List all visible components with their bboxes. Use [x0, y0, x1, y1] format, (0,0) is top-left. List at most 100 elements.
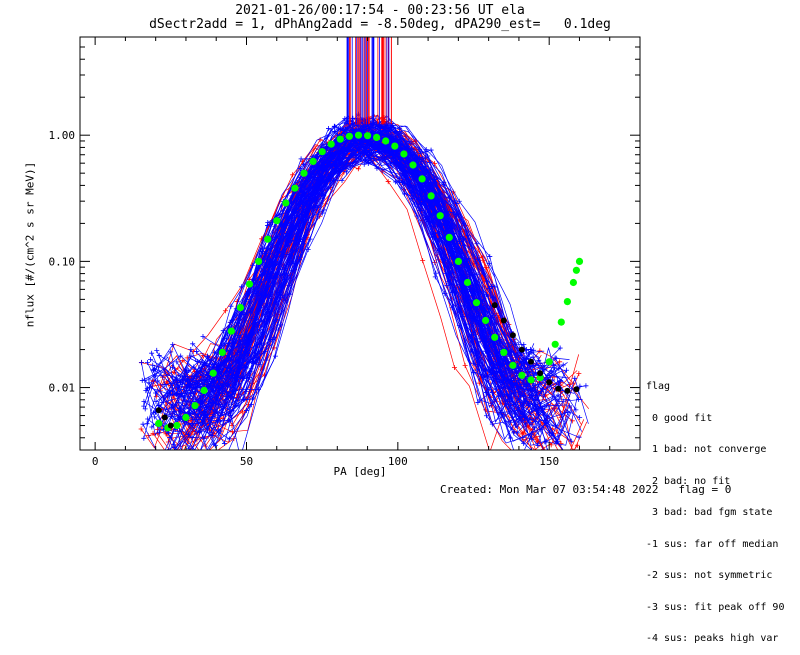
black-point — [555, 385, 562, 392]
black-point — [155, 407, 162, 414]
pa-trace-marker — [184, 369, 190, 375]
pa-trace-marker — [338, 126, 344, 132]
pa-trace-marker — [557, 394, 563, 400]
pa-trace-marker — [506, 398, 512, 404]
pa-trace — [168, 134, 536, 433]
green-point — [545, 358, 553, 366]
pa-trace-marker — [249, 306, 255, 312]
pa-trace-marker — [566, 403, 572, 409]
legend-item: -3 sus: fit peak off 90 — [646, 601, 785, 613]
pa-distribution-traces — [138, 111, 590, 461]
pa-trace-marker — [409, 196, 415, 202]
pa-trace-marker — [197, 450, 202, 455]
y-axis-label: nflux [#/(cm^2 s sr MeV)] — [23, 161, 37, 328]
pa-trace-marker — [178, 353, 184, 359]
green-point — [318, 148, 326, 156]
pa-trace-marker — [458, 225, 464, 231]
legend-item: -1 sus: far off median — [646, 538, 779, 550]
pa-trace — [189, 144, 571, 411]
pa-trace-marker — [260, 345, 266, 351]
pa-trace-marker — [542, 439, 548, 445]
pa-trace-marker — [564, 456, 569, 461]
pa-trace-marker — [530, 386, 536, 392]
green-point — [409, 161, 417, 169]
pa-trace-marker — [509, 349, 515, 355]
pa-trace-marker — [192, 386, 198, 392]
pa-trace-marker — [417, 149, 423, 155]
pa-trace-marker — [537, 348, 543, 354]
pa-trace-marker — [217, 428, 223, 434]
pa-trace-marker — [480, 257, 486, 263]
green-point — [300, 169, 308, 177]
pa-trace-marker — [289, 267, 295, 273]
green-point — [518, 371, 526, 379]
pa-trace-marker — [215, 417, 221, 423]
pa-trace — [158, 120, 535, 433]
pa-trace — [171, 144, 537, 426]
black-point — [537, 370, 544, 377]
pa-trace-marker — [153, 393, 159, 399]
pa-trace-marker — [313, 204, 319, 210]
pa-trace-marker — [393, 137, 399, 143]
green-point — [536, 374, 544, 382]
pa-trace — [148, 139, 568, 380]
pa-trace-marker — [518, 352, 524, 358]
x-axis-label: PA [deg] — [333, 465, 387, 478]
pa-trace-marker — [231, 341, 237, 347]
pa-trace-marker — [402, 191, 408, 197]
pa-trace-marker — [229, 423, 235, 429]
pa-trace-marker — [486, 386, 492, 392]
pa-trace-marker — [500, 361, 506, 367]
pa-trace-marker — [245, 337, 251, 343]
pa-trace-marker — [154, 347, 160, 353]
pa-trace-marker — [171, 369, 177, 375]
pa-trace-marker — [383, 127, 389, 133]
green-point — [327, 140, 335, 148]
pa-trace-marker — [425, 153, 431, 159]
pa-trace-marker — [517, 410, 523, 416]
legend-item: 0 good fit — [646, 412, 713, 424]
green-point — [427, 192, 435, 200]
pa-trace-marker — [194, 359, 200, 365]
pa-trace-marker — [175, 383, 181, 389]
pa-trace-marker — [370, 155, 376, 161]
green-point — [282, 199, 290, 207]
pa-trace-marker — [222, 308, 228, 314]
pa-trace-marker — [447, 256, 453, 262]
pa-trace-marker — [432, 274, 438, 280]
pa-trace-marker — [296, 220, 302, 226]
pa-trace-marker — [143, 388, 149, 394]
peak-vertical-lines — [346, 37, 392, 125]
pa-trace-marker — [200, 352, 206, 358]
axes: 0 50 100 150 0.01 0.10 1.00 — [49, 36, 640, 468]
green-point — [345, 132, 353, 140]
pa-trace-marker — [150, 362, 156, 368]
pa-trace-marker — [488, 359, 494, 365]
pa-trace-marker — [381, 148, 387, 154]
pa-trace-marker — [420, 198, 426, 204]
pa-trace-marker — [309, 190, 315, 196]
pa-trace-marker — [520, 434, 526, 440]
x-tick-label: 50 — [240, 455, 253, 468]
pa-trace-marker — [234, 356, 240, 362]
pa-trace-marker — [172, 453, 177, 458]
pa-trace — [158, 159, 535, 450]
pa-trace — [188, 128, 567, 414]
black-point — [161, 414, 168, 421]
pa-trace-marker — [183, 366, 189, 372]
pa-trace-marker — [577, 383, 583, 389]
pa-trace-marker — [521, 440, 527, 446]
pa-trace-marker — [475, 321, 481, 327]
pa-trace-marker — [547, 448, 548, 450]
pa-trace-marker — [503, 356, 509, 362]
pa-trace-marker — [200, 454, 205, 459]
pa-trace-marker — [164, 379, 170, 385]
green-point — [391, 142, 399, 150]
pa-trace-marker — [140, 421, 146, 427]
pa-trace-marker — [190, 341, 196, 347]
pa-trace-marker — [319, 210, 325, 216]
x-tick-label: 150 — [539, 455, 559, 468]
pa-trace-marker — [307, 236, 313, 242]
pa-trace-marker — [525, 403, 531, 409]
black-point — [528, 358, 534, 365]
